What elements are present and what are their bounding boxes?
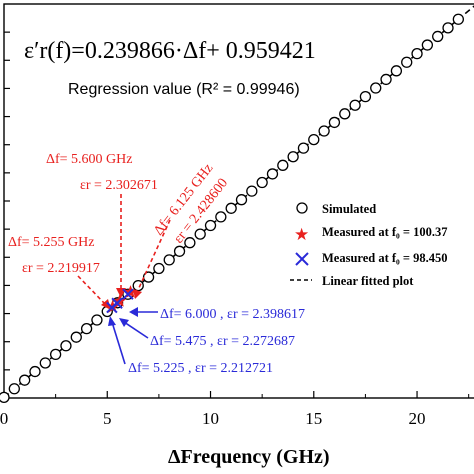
simulated-point: [204, 219, 217, 232]
red-annotation-f-5600: Δf= 5.600 GHz: [46, 152, 133, 167]
x-ticks: 0 5 10 15 20: [0, 391, 470, 428]
red-annotations: Δf= 5.600 GHz εr = 2.302671 Δf= 6.125 GH…: [8, 152, 231, 276]
simulated-point: [359, 90, 372, 103]
simulated-point: [60, 340, 72, 352]
legend-label-measured-100: Measured at f₀ = 100.37: [322, 225, 448, 239]
simulated-point: [91, 314, 103, 326]
simulated-point: [39, 357, 51, 369]
blue-annotations: Δf= 6.000 , εr = 2.398617 Δf= 5.475 , εr…: [128, 307, 305, 376]
simulated-point: [277, 159, 289, 171]
blue-arrowheads: [108, 307, 138, 327]
legend-marker-star: ★: [294, 225, 309, 244]
blue-annotation-6000: Δf= 6.000 , εr = 2.398617: [160, 307, 305, 322]
simulated-point: [173, 245, 186, 257]
simulated-point: [380, 73, 392, 86]
measured-98-point: [111, 297, 123, 309]
simulated-point: [256, 176, 268, 189]
blue-annotation-5475: Δf= 5.475 , εr = 2.272687: [150, 334, 295, 349]
legend-label-fit: Linear fitted plot: [322, 274, 414, 288]
red-annotation-f-5255: Δf= 5.255 GHz: [8, 235, 95, 250]
red-annotation-e-5255: εr = 2.219917: [22, 261, 100, 276]
y-ticks: [4, 31, 10, 371]
simulated-point: [328, 116, 341, 129]
simulated-point: [215, 211, 227, 223]
simulated-point: [287, 151, 299, 163]
simulated-point: [421, 39, 434, 51]
simulated-point: [452, 13, 464, 25]
simulated-point: [370, 82, 382, 94]
x-tick-label: 5: [103, 409, 112, 428]
legend-marker-x: [295, 252, 309, 266]
regression-text: Regression value (R² = 0.99946): [68, 81, 300, 98]
simulated-point: [70, 331, 82, 343]
simulated-point: [442, 22, 454, 34]
red-annotation-e-5600: εr = 2.302671: [80, 178, 158, 193]
simulated-point: [49, 348, 62, 361]
simulated-point: [184, 237, 196, 249]
simulated-point: [339, 108, 351, 120]
simulated-point: [411, 47, 423, 60]
simulated-point: [153, 262, 165, 275]
simulated-point: [432, 30, 444, 43]
simulated-point: [142, 271, 155, 283]
legend-label-measured-98: Measured at f₀ = 98.450: [322, 251, 448, 265]
simulated-point: [80, 323, 93, 335]
simulated-point: [308, 133, 320, 146]
simulated-point: [163, 254, 175, 266]
blue-annotation-5225: Δf= 5.225 , εr = 2.212721: [128, 361, 273, 376]
simulated-point: [29, 365, 41, 378]
simulated-point: [401, 56, 413, 68]
x-tick-label: 20: [409, 409, 426, 428]
simulated-point: [19, 374, 31, 386]
simulated-point: [194, 228, 206, 240]
simulated-point: [0, 391, 10, 404]
simulated-point: [297, 142, 310, 154]
simulated-point: [225, 202, 237, 214]
legend-label-simulated: Simulated: [322, 202, 376, 216]
simulated-point: [246, 185, 258, 197]
x-axis-label: ΔFrequency (GHz): [168, 446, 330, 468]
simulated-point: [266, 168, 279, 180]
simulated-point: [318, 125, 330, 137]
legend-marker-simulated: [296, 202, 308, 214]
blue-arrows: [111, 311, 158, 365]
simulated-series: [0, 13, 464, 404]
measured-98-point: [122, 288, 134, 300]
simulated-point: [235, 194, 248, 206]
red-arrows: [77, 194, 171, 306]
simulated-point: [8, 383, 20, 395]
legend: Simulated ★ Measured at f₀ = 100.37 Meas…: [290, 202, 448, 288]
simulated-point: [349, 99, 361, 111]
x-tick-label: 0: [0, 409, 8, 428]
x-tick-label: 15: [305, 409, 322, 428]
measured-series: [105, 285, 138, 314]
simulated-point: [132, 279, 144, 292]
x-tick-label: 10: [202, 409, 219, 428]
simulated-point: [390, 65, 403, 77]
equation-text: ε′r(f)=0.239866·Δf+ 0.959421: [24, 38, 316, 64]
